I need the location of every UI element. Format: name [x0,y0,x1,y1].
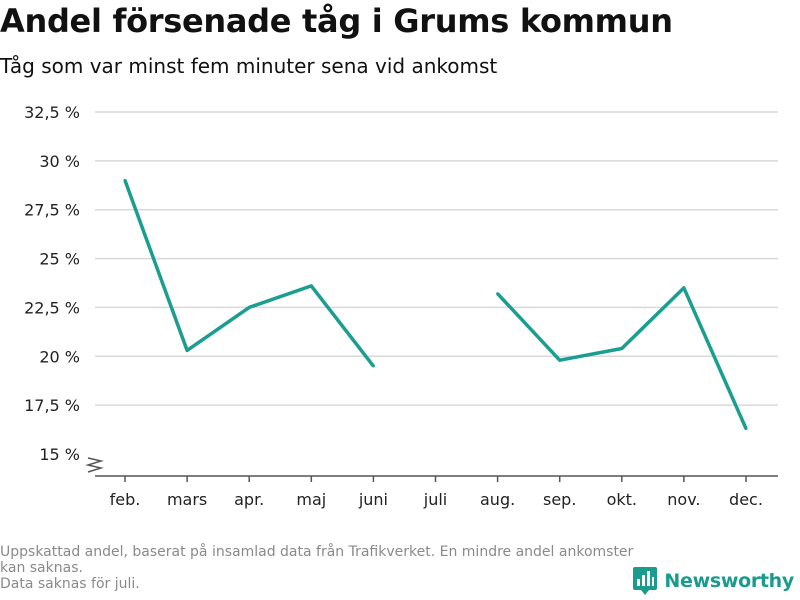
y-axis-ticks: 15 % 17,5 % 20 % 22,5 % 25 % 27,5 % 30 % 32,5 % [24,103,80,464]
y-tick-label: 22,5 % [24,298,80,317]
y-tick-label: 30 % [39,152,80,171]
newsworthy-icon [633,567,658,595]
chart-title: Andel försenade tåg i Grums kommun [0,2,673,40]
brand-name: Newsworthy [664,570,794,592]
x-tick-label: dec. [729,490,763,509]
x-tick-label: sep. [543,490,576,509]
series-lines [123,178,748,431]
y-tick-label: 27,5 % [24,201,80,220]
newsworthy-logo: Newsworthy [632,566,794,596]
chart-subtitle: Tåg som var minst fem minuter sena vid a… [0,54,498,78]
footnote-source: Uppskattad andel, baserat på insamlad da… [0,544,634,576]
data-point [558,358,562,362]
grid-lines [95,111,778,406]
y-tick-label: 20 % [39,347,80,366]
series-line [496,286,748,430]
x-tick-label: maj [296,490,326,509]
x-tick-label: okt. [607,490,637,509]
x-tick-label: nov. [667,490,700,509]
x-tick-label: feb. [110,490,141,509]
y-tick-label: 15 % [39,445,80,464]
x-tick-label: mars [167,490,207,509]
data-point [371,364,375,368]
data-point [123,178,127,182]
footnote-missing-data: Data saknas för juli. [0,576,140,592]
series-line [123,179,375,368]
axis-break-mark [85,457,104,473]
x-tick-label: juli [423,490,447,509]
data-point [620,346,624,350]
data-point [185,348,189,352]
data-point [682,286,686,290]
y-tick-label: 17,5 % [24,396,80,415]
footnote: Uppskattad andel, baserat på insamlad da… [0,544,640,592]
data-point [247,305,251,309]
x-axis: feb. mars apr. maj juni juli aug. sep. okt. nov. d… [85,457,778,509]
x-tick-label: juni [358,490,388,509]
data-point [744,427,748,431]
y-tick-label: 25 % [39,250,80,269]
line-chart: 15 % 17,5 % 20 % 22,5 % 25 % 27,5 % 30 % 32,5 %… [24,103,778,509]
data-point [496,292,500,296]
x-tick-label: apr. [234,490,264,509]
x-tick-label: aug. [480,490,515,509]
data-point [309,284,313,288]
y-tick-label: 32,5 % [24,103,80,122]
